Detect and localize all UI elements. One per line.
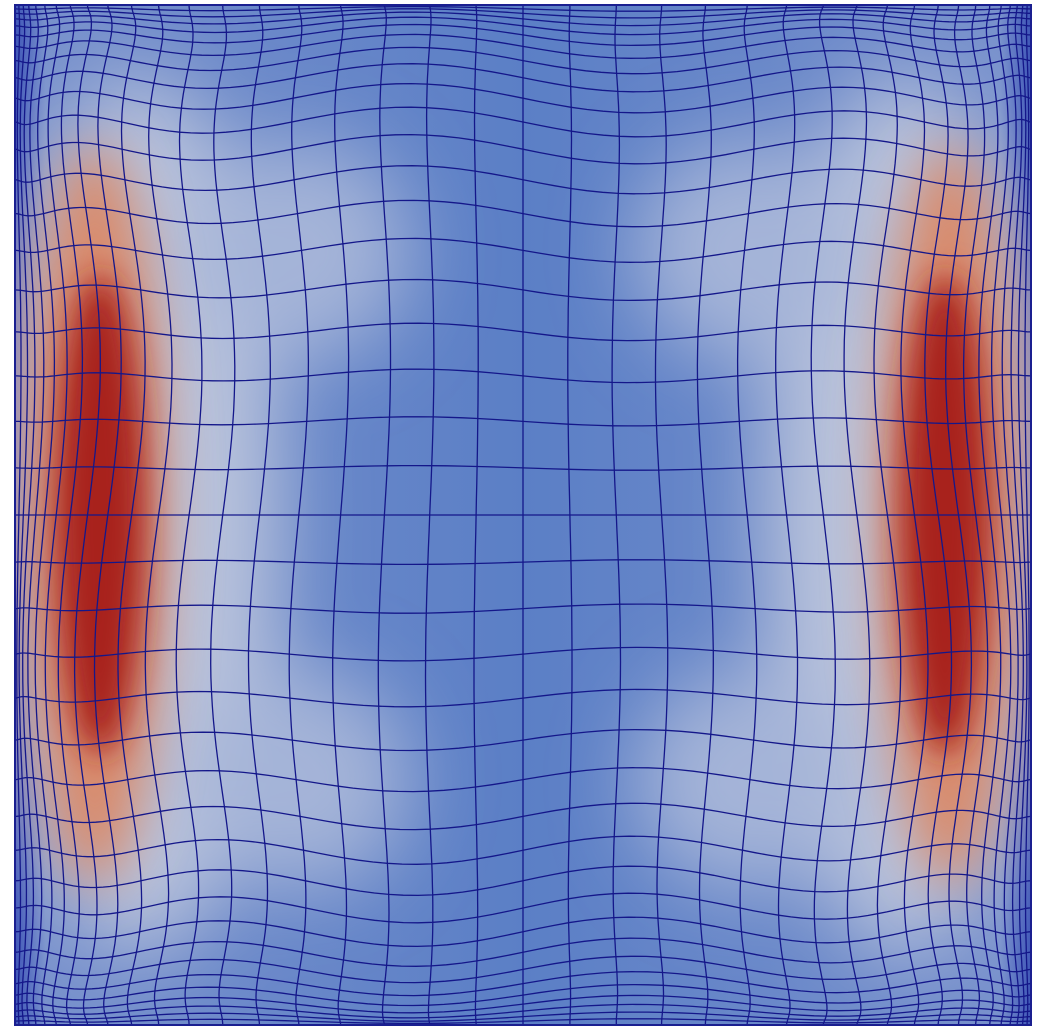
field	[0, 5, 1041, 1025]
page: (() => { const data = JSON.parse(documen…	[0, 0, 1041, 1028]
halo-q4	[635, 670, 855, 890]
mesh-view	[0, 0, 1041, 1028]
